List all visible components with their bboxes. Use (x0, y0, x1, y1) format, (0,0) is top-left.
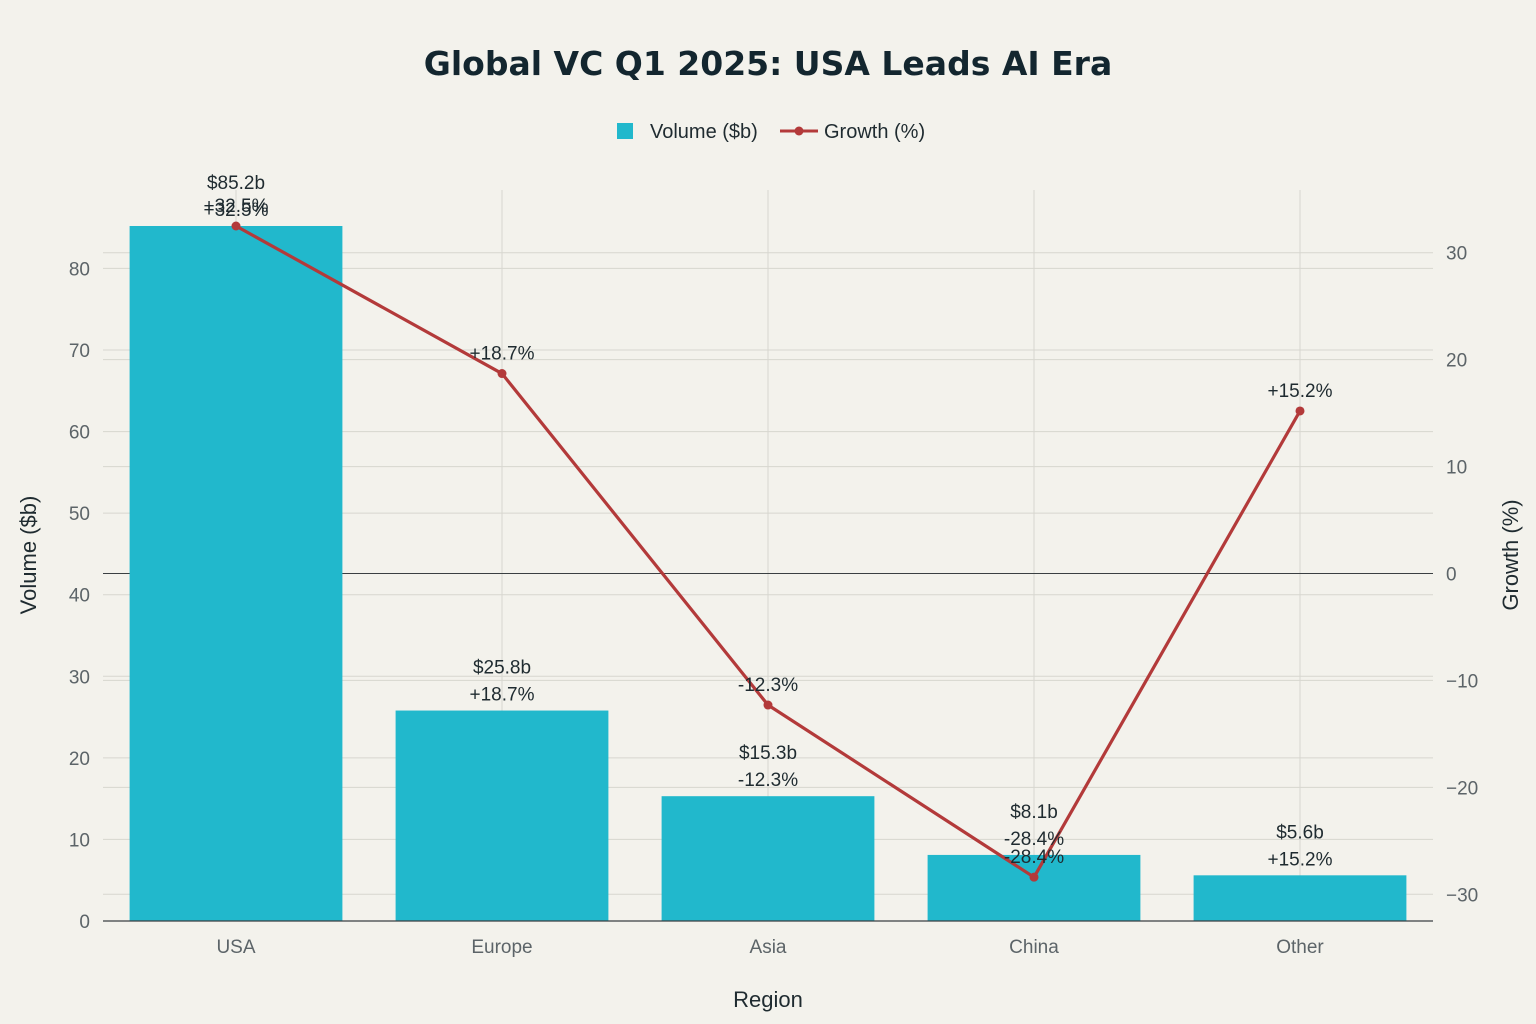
x-tick-label: Europe (471, 937, 532, 958)
bar-growth-label: -12.3% (738, 770, 798, 791)
bar-growth-label: +18.7% (470, 685, 535, 706)
y2-tick-label: −20 (1446, 778, 1478, 799)
y-axis-title: Volume ($b) (16, 496, 41, 615)
y-tick-label: 60 (69, 423, 90, 444)
legend-label-volume: Volume ($b) (650, 121, 758, 143)
y-tick-label: 80 (69, 259, 90, 280)
data-labels-layer: $85.2b+32.5%$25.8b+18.7%$15.3b-12.3%$8.1… (204, 173, 1333, 870)
growth-point-usa (231, 221, 241, 231)
bar-europe (395, 710, 609, 921)
legend: Volume ($b) Growth (%) (617, 121, 925, 143)
y2-tick-label: −30 (1446, 885, 1478, 906)
bar-value-label: $15.3b (739, 743, 797, 764)
y-tick-label: 50 (69, 504, 90, 525)
y2-tick-label: 0 (1446, 565, 1457, 586)
line-point-label: -28.4% (1004, 847, 1064, 868)
chart-title: Global VC Q1 2025: USA Leads AI Era (424, 44, 1112, 83)
y-tick-label: 40 (69, 586, 90, 607)
x-tick-label: USA (216, 937, 255, 958)
bar-growth-label: +32.5% (204, 200, 269, 221)
line-point-label: -12.3% (738, 675, 798, 696)
growth-point-other (1295, 406, 1305, 416)
y-tick-label: 30 (69, 667, 90, 688)
line-point-label: +15.2% (1268, 381, 1333, 402)
x-axis-title: Region (733, 987, 803, 1012)
y2-axis-title: Growth (%) (1498, 499, 1523, 610)
y2-tick-label: 10 (1446, 458, 1467, 479)
x-tick-label: Asia (750, 937, 787, 958)
legend-label-growth: Growth (%) (824, 121, 925, 143)
bar-asia (661, 796, 875, 921)
legend-swatch-volume (617, 123, 633, 139)
bars-layer (103, 226, 1433, 922)
bar-value-label: $8.1b (1010, 802, 1058, 823)
bar-value-label: $25.8b (473, 658, 531, 679)
line-layer (231, 221, 1305, 882)
y2-tick-label: −10 (1446, 671, 1478, 692)
line-point-label: +18.7% (470, 344, 535, 365)
bar-china (927, 854, 1141, 921)
bar-other (1193, 875, 1407, 921)
y2-tick-label: 30 (1446, 244, 1467, 265)
bar-usa (129, 226, 343, 921)
x-tick-label: Other (1276, 937, 1324, 958)
growth-point-china (1029, 872, 1039, 882)
y-tick-label: 10 (69, 830, 90, 851)
bar-growth-label: +15.2% (1268, 849, 1333, 870)
line-point-label: +32.5% (204, 196, 269, 217)
y-tick-label: 20 (69, 749, 90, 770)
bar-value-label: $85.2b (207, 173, 265, 194)
y-tick-label: 70 (69, 341, 90, 362)
y2-tick-label: 20 (1446, 351, 1467, 372)
growth-point-europe (497, 369, 507, 379)
legend-marker-growth (794, 126, 804, 136)
y-tick-label: 0 (79, 912, 90, 933)
bar-growth-label: -28.4% (1004, 829, 1064, 850)
ticks-layer: 0 10 20 30 40 50 60 70 80 −30 −20 −10 0 10 20 30 USA Euro… (69, 244, 1478, 958)
growth-point-asia (763, 700, 773, 710)
x-tick-label: China (1009, 937, 1059, 958)
bar-value-label: $5.6b (1276, 822, 1324, 843)
